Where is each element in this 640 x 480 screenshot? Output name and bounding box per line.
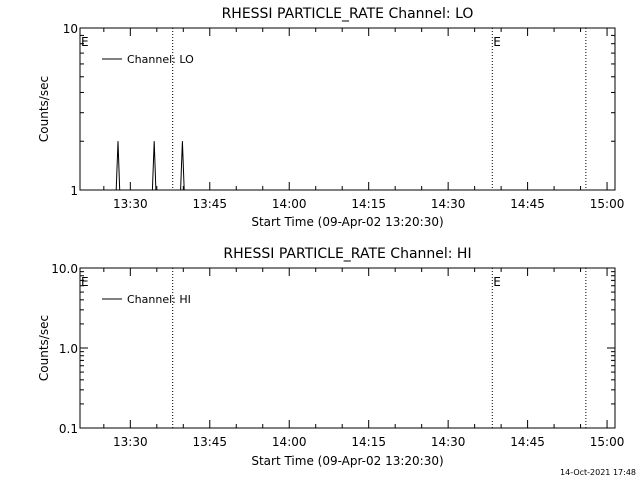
series-line bbox=[115, 141, 185, 191]
x-tick-label: 14:15 bbox=[351, 435, 386, 449]
panel-channel-hi: RHESSI PARTICLE_RATE Channel: HI Start Ti… bbox=[37, 246, 624, 468]
x-tick-label: 14:00 bbox=[272, 435, 307, 449]
x-tick-label: 13:30 bbox=[113, 197, 148, 211]
x-tick-label: 14:30 bbox=[431, 197, 466, 211]
y-axis-label: Counts/sec bbox=[37, 76, 51, 142]
x-tick-label: 14:30 bbox=[431, 435, 466, 449]
event-label: E bbox=[493, 275, 501, 289]
x-tick-label: 13:45 bbox=[192, 435, 227, 449]
y-tick-label: 10 bbox=[63, 22, 78, 36]
chart-title: RHESSI PARTICLE_RATE Channel: LO bbox=[222, 6, 474, 22]
corner-marker: E bbox=[81, 275, 89, 289]
x-tick-label: 15:00 bbox=[590, 197, 625, 211]
y-tick-label: 10.0 bbox=[51, 262, 78, 276]
x-tick-label: 13:45 bbox=[192, 197, 227, 211]
y-tick-label: 1 bbox=[70, 184, 78, 198]
panel-channel-lo: RHESSI PARTICLE_RATE Channel: LO Start Ti… bbox=[37, 6, 624, 229]
x-tick-label: 15:00 bbox=[590, 435, 625, 449]
x-tick-label: 13:30 bbox=[113, 435, 148, 449]
legend-label: Channel: HI bbox=[127, 293, 191, 306]
x-axis-label: Start Time (09-Apr-02 13:20:30) bbox=[251, 454, 443, 468]
x-tick-label: 14:45 bbox=[510, 435, 545, 449]
plot-frame bbox=[79, 267, 616, 429]
footer-timestamp: 14-Oct-2021 17:48 bbox=[560, 468, 636, 477]
y-axis-label: Counts/sec bbox=[37, 315, 51, 381]
x-tick-label: 14:45 bbox=[510, 197, 545, 211]
plot-frame bbox=[79, 27, 616, 191]
legend-label: Channel: LO bbox=[127, 53, 194, 66]
y-tick-label: 1.0 bbox=[59, 342, 78, 356]
corner-marker: E bbox=[81, 35, 89, 49]
x-axis-label: Start Time (09-Apr-02 13:20:30) bbox=[251, 215, 443, 229]
y-tick-label: 0.1 bbox=[59, 422, 78, 436]
chart-title: RHESSI PARTICLE_RATE Channel: HI bbox=[223, 246, 471, 262]
event-label: E bbox=[493, 35, 501, 49]
x-tick-label: 14:00 bbox=[272, 197, 307, 211]
x-tick-label: 14:15 bbox=[351, 197, 386, 211]
